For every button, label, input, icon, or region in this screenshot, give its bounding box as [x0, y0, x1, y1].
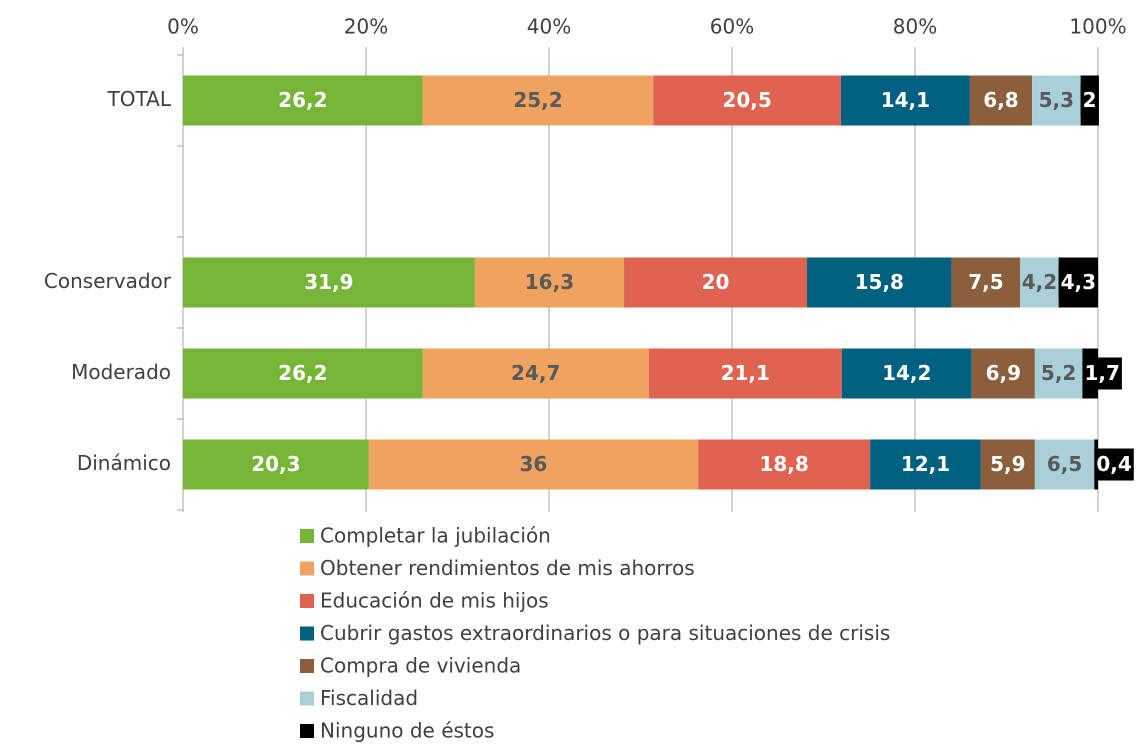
- data-label: 5,2: [1041, 361, 1076, 385]
- bar-segment: [422, 348, 649, 399]
- y-tick-label: Dinámico: [77, 451, 171, 475]
- data-label: 20,5: [722, 88, 771, 112]
- data-label: 4,3: [1061, 270, 1096, 294]
- data-label: 0,4: [1096, 452, 1131, 476]
- bar-segment: [368, 439, 699, 490]
- data-label: 14,1: [881, 88, 930, 112]
- legend-label: Fiscalidad: [320, 686, 418, 710]
- data-label: 25,2: [513, 88, 562, 112]
- bar-segment: [1034, 439, 1095, 490]
- data-label: 18,8: [759, 452, 808, 476]
- y-tick-label: Conservador: [44, 269, 172, 293]
- bar-segment: [648, 348, 842, 399]
- x-tick-label: 100%: [1069, 15, 1126, 39]
- data-label-bg: [1058, 266, 1099, 299]
- data-label: 20: [702, 270, 730, 294]
- x-tick-label: 20%: [344, 15, 388, 39]
- legend-label: Completar la jubilación: [320, 524, 551, 548]
- x-tick-label: 40%: [527, 15, 571, 39]
- bar-segment: [624, 257, 808, 308]
- bar-segment: [870, 439, 981, 490]
- bar-segment: [1032, 75, 1081, 126]
- legend-label: Compra de vivienda: [320, 654, 521, 678]
- bar-segment: [951, 257, 1021, 308]
- legend-swatch: [300, 659, 314, 673]
- bar-segment: [1020, 257, 1059, 308]
- bar-segment: [980, 439, 1035, 490]
- x-tick-label: 80%: [893, 15, 937, 39]
- data-label: 36: [520, 452, 548, 476]
- data-label: 31,9: [304, 270, 353, 294]
- data-label: 16,3: [525, 270, 574, 294]
- data-label: 24,7: [511, 361, 560, 385]
- data-label: 12,1: [901, 452, 950, 476]
- legend-label: Educación de mis hijos: [320, 589, 549, 613]
- legend-swatch: [300, 724, 314, 738]
- bar-segment: [422, 75, 654, 126]
- x-tick-label: 0%: [167, 15, 199, 39]
- legend-label: Obtener rendimientos de mis ahorros: [320, 556, 695, 580]
- data-label: 20,3: [251, 452, 300, 476]
- data-label: 6,5: [1047, 452, 1082, 476]
- bar-segment: [183, 75, 423, 126]
- bar-segment: [840, 75, 970, 126]
- bar-segment: [1034, 348, 1083, 399]
- x-tick-label: 60%: [710, 15, 754, 39]
- legend-label: Cubrir gastos extraordinarios o para sit…: [320, 621, 890, 645]
- data-label-bg: [1082, 357, 1122, 390]
- data-label: 26,2: [278, 88, 327, 112]
- data-label: 1,7: [1084, 361, 1119, 385]
- data-label: 4,2: [1022, 270, 1057, 294]
- bar-segment: [183, 348, 423, 399]
- legend-label: Ninguno de éstos: [320, 719, 494, 743]
- legend-swatch: [300, 626, 314, 641]
- data-label-bg: [1094, 448, 1134, 481]
- data-label: 5,9: [990, 452, 1025, 476]
- bar-segment: [698, 439, 871, 490]
- data-label: 5,3: [1039, 88, 1074, 112]
- data-label-bg: [1080, 84, 1099, 117]
- data-label: 21,1: [721, 361, 770, 385]
- data-label: 2: [1083, 88, 1097, 112]
- legend-swatch: [300, 594, 314, 608]
- data-label: 26,2: [278, 361, 327, 385]
- y-tick-label: TOTAL: [107, 87, 172, 111]
- bar-segment: [183, 257, 475, 308]
- bar-segment: [653, 75, 841, 126]
- bar-segment: [841, 348, 972, 399]
- data-label: 6,8: [983, 88, 1018, 112]
- legend-swatch: [300, 691, 314, 706]
- bar-segment: [474, 257, 625, 308]
- data-label: 7,5: [968, 270, 1003, 294]
- bar-segment: [969, 75, 1033, 126]
- legend-swatch: [300, 529, 314, 543]
- data-label: 15,8: [855, 270, 904, 294]
- y-tick-label: Moderado: [71, 360, 171, 384]
- bar-segment: [807, 257, 952, 308]
- bar-segment: [971, 348, 1035, 399]
- bar-segment: [183, 439, 369, 490]
- data-label: 14,2: [882, 361, 931, 385]
- legend-swatch: [300, 561, 314, 576]
- data-label: 6,9: [986, 361, 1021, 385]
